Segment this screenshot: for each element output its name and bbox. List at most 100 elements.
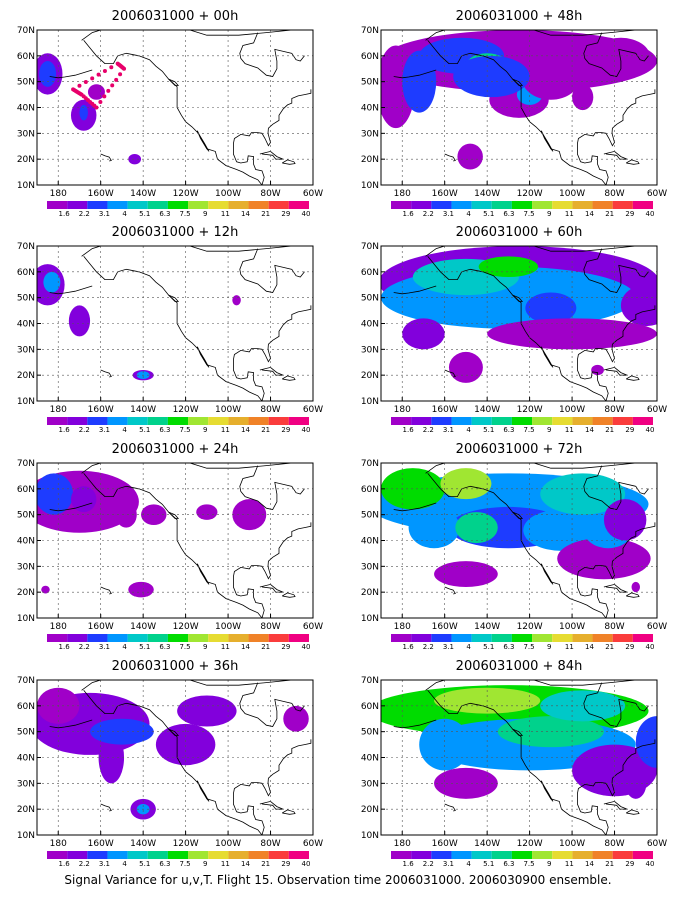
map-panel-6: 2006031000 + 72h 10N 20N 30N 40N 50N 60N 70N 180…	[361, 442, 667, 651]
colorbar-label: 4	[122, 860, 127, 868]
variance-contour	[497, 716, 604, 748]
flight-track-point	[98, 99, 103, 104]
variance-contour	[625, 767, 647, 799]
panel-title: 2006031000 + 72h	[456, 442, 583, 457]
figure-caption: Signal Variance for u,v,T. Flight 15. Ob…	[64, 873, 611, 887]
lat-tick-label: 50N	[361, 511, 379, 521]
coastline	[577, 305, 656, 401]
coastline	[233, 89, 312, 185]
flight-track-point	[90, 76, 95, 81]
coastline	[281, 375, 296, 381]
lon-tick-label: 100W	[215, 622, 241, 632]
colorbar-label: 11	[565, 210, 574, 218]
colorbar-swatch	[612, 201, 633, 209]
colorbar-label: 40	[646, 210, 655, 218]
coastline	[239, 682, 305, 727]
map-panel-5: 2006031000 + 24h 10N 20N 30N 40N 50N 60N 70N 180…	[17, 442, 323, 651]
colorbar-swatch	[471, 851, 492, 859]
coastline	[100, 153, 112, 162]
map-area	[381, 680, 657, 835]
colorbar-label: 11	[221, 643, 230, 651]
lon-tick-label: 180	[50, 405, 67, 415]
colorbar-swatch	[592, 851, 613, 859]
lat-tick-label: 20N	[17, 588, 35, 598]
lat-tick-label: 30N	[17, 129, 35, 139]
lon-tick-label: 140W	[130, 622, 156, 632]
colorbar-swatch	[248, 417, 269, 425]
lat-tick-label: 50N	[17, 728, 35, 738]
coastline	[512, 511, 524, 519]
colorbar-label: 21	[261, 210, 270, 218]
flight-track-point	[110, 83, 115, 88]
colorbar-swatch	[572, 634, 593, 642]
colorbar-label: 9	[203, 210, 207, 218]
colorbar-swatch	[268, 851, 289, 859]
colorbar-swatch	[107, 201, 128, 209]
colorbar-swatch	[67, 851, 88, 859]
coastline	[577, 522, 656, 618]
colorbar-swatch	[532, 201, 553, 209]
lat-tick-label: 10N	[17, 181, 35, 191]
colorbar-swatch	[208, 417, 229, 425]
coastline	[49, 719, 93, 729]
lon-tick-label: 80W	[604, 405, 624, 415]
variance-contour	[603, 499, 647, 541]
colorbar-label: 7.5	[179, 643, 190, 651]
colorbar-swatch	[47, 201, 68, 209]
lon-tick-label: 120W	[173, 189, 199, 199]
map-panel-1: 2006031000 + 00h 10N 20N 30N 40N 50N 60N 70N 180…	[17, 9, 323, 218]
colorbar-swatch	[288, 201, 309, 209]
panel-title: 2006031000 + 00h	[112, 9, 239, 24]
lon-tick-label: 60W	[303, 622, 323, 632]
panel-title: 2006031000 + 24h	[112, 442, 239, 457]
coastline	[444, 369, 456, 378]
colorbar-label: 4	[122, 210, 127, 218]
variance-contour	[455, 512, 498, 544]
colorbar-label: 3.1	[443, 426, 454, 434]
lon-tick-label: 140W	[474, 839, 500, 849]
lon-tick-label: 100W	[215, 189, 241, 199]
colorbar: 1.6 2.2 3.1 4 5.1 6.3 7.5 9 11 14 21 29 40	[391, 634, 654, 651]
lat-tick-label: 10N	[17, 397, 35, 407]
colorbar-label: 7.5	[179, 210, 190, 218]
lon-tick-label: 120W	[517, 405, 543, 415]
coastline	[49, 69, 93, 79]
colorbar-label: 29	[625, 426, 634, 434]
colorbar-label: 5.1	[139, 210, 150, 218]
variance-contour	[37, 473, 74, 515]
coastline	[583, 682, 649, 727]
colorbar-label: 1.6	[403, 860, 415, 868]
colorbar: 1.6 2.2 3.1 4 5.1 6.3 7.5 9 11 14 21 29 40	[47, 634, 310, 651]
lon-tick-label: 80W	[260, 189, 280, 199]
colorbar-swatch	[87, 201, 108, 209]
lat-tick-label: 70N	[361, 676, 379, 686]
lon-tick-label: 80W	[604, 622, 624, 632]
colorbar-label: 7.5	[523, 210, 534, 218]
lon-tick-label: 80W	[604, 189, 624, 199]
colorbar-swatch	[228, 201, 249, 209]
lat-tick-label: 20N	[361, 805, 379, 815]
colorbar-label: 2.2	[423, 210, 434, 218]
colorbar-label: 14	[585, 643, 594, 651]
colorbar-swatch	[188, 417, 209, 425]
coastline	[168, 511, 180, 519]
colorbar-swatch	[268, 417, 289, 425]
colorbar-label: 21	[605, 426, 614, 434]
lat-tick-label: 40N	[17, 104, 35, 114]
colorbar-label: 29	[281, 643, 290, 651]
lat-tick-label: 40N	[17, 754, 35, 764]
colorbar-swatch	[188, 201, 209, 209]
lat-tick-label: 20N	[361, 371, 379, 381]
lat-tick-label: 10N	[361, 614, 379, 624]
lon-tick-label: 60W	[647, 405, 667, 415]
colorbar-swatch	[67, 417, 88, 425]
lat-tick-label: 60N	[361, 485, 379, 495]
variance-contour	[402, 318, 445, 350]
coastline	[281, 809, 296, 815]
colorbar-label: 4	[122, 426, 127, 434]
colorbar-label: 1.6	[403, 210, 415, 218]
flight-track-point	[102, 94, 107, 99]
variance-contour	[90, 718, 154, 745]
colorbar-swatch	[208, 201, 229, 209]
